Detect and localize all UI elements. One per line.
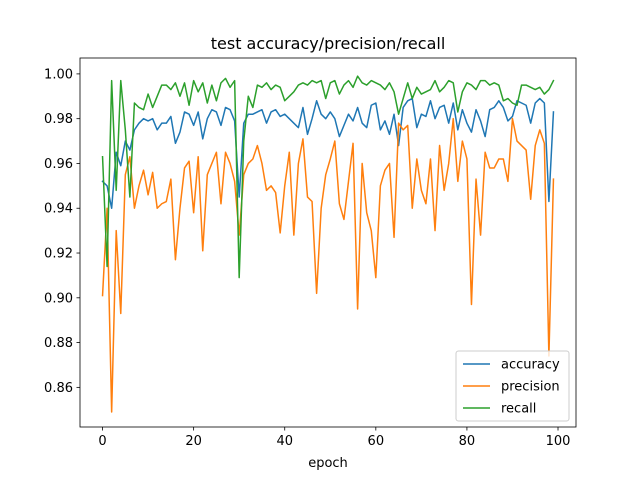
y-tick-label: 0.92 xyxy=(44,247,73,262)
series-line-precision xyxy=(101,117,555,413)
x-tick-label: 100 xyxy=(546,434,571,449)
y-tick-label: 1.00 xyxy=(44,67,73,82)
y-tick-label: 0.86 xyxy=(44,381,73,396)
x-tick-label: 80 xyxy=(459,434,476,449)
x-axis-label: epoch xyxy=(308,456,348,471)
y-tick-label: 0.96 xyxy=(44,157,73,172)
legend: accuracy precision recall xyxy=(455,350,570,422)
series-line-accuracy xyxy=(101,97,555,209)
x-axis: 0 20 40 60 80 100 xyxy=(98,427,570,449)
series-line-recall xyxy=(101,75,555,279)
axes-frame xyxy=(79,57,577,428)
legend-label-accuracy: accuracy xyxy=(501,358,560,373)
legend-label-recall: recall xyxy=(501,402,536,417)
axes-border xyxy=(79,57,577,428)
y-tick-label: 0.90 xyxy=(44,291,73,306)
x-tick-label: 20 xyxy=(185,434,202,449)
y-tick-label: 0.98 xyxy=(44,112,73,127)
y-axis: 0.86 0.88 0.90 0.92 0.94 0.96 0.98 1.00 xyxy=(44,67,80,396)
y-tick-label: 0.88 xyxy=(44,336,73,351)
y-tick-label: 0.94 xyxy=(44,202,73,217)
legend-label-precision: precision xyxy=(501,380,560,395)
x-tick-label: 0 xyxy=(98,434,106,449)
legend-box xyxy=(455,350,570,422)
x-tick-label: 60 xyxy=(368,434,385,449)
x-tick-label: 40 xyxy=(276,434,293,449)
chart-title: test accuracy/precision/recall xyxy=(211,34,446,53)
plot-area xyxy=(101,75,555,413)
